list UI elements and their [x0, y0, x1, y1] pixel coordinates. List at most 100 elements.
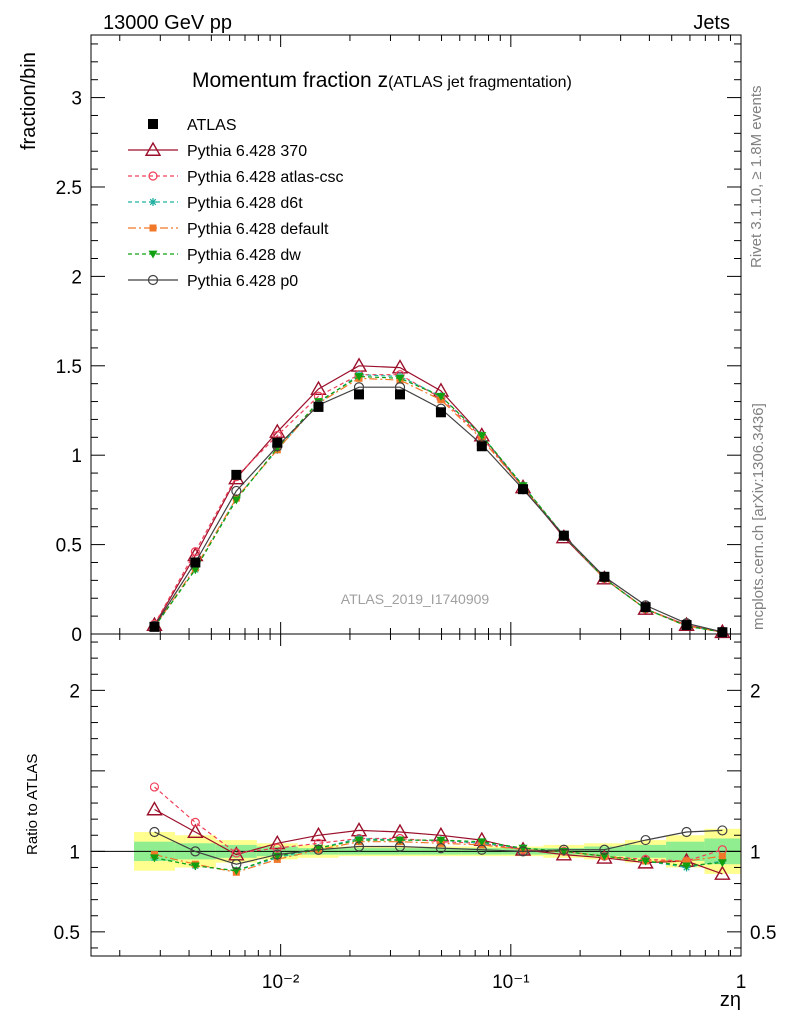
mcplots-label: mcplots.cern.ch [arXiv:1306.3436] — [750, 403, 767, 630]
top-series-point — [269, 423, 286, 438]
legend-marker — [148, 119, 158, 129]
chart-title-main: Momentum fraction z — [192, 69, 388, 92]
ratio-series-point — [231, 859, 242, 870]
ratio-series-point — [714, 865, 731, 880]
ratio-series-point — [518, 844, 528, 853]
atlas-data-point — [354, 389, 365, 400]
ratio-series-point — [272, 849, 283, 860]
y-tick-label-ratio: 1 — [69, 842, 80, 863]
ratio-series-point — [681, 826, 692, 838]
y-tick-label-ratio-right: 2 — [750, 681, 761, 702]
top-series-point — [354, 373, 364, 382]
x-axis-label: zη — [720, 989, 741, 1011]
ratio-series-point — [395, 836, 405, 845]
y-tick-label-ratio: 0.5 — [54, 923, 80, 944]
ratio-series-point — [477, 838, 487, 847]
y-tick-label-top: 2 — [71, 267, 82, 288]
atlas-data-point — [435, 407, 446, 418]
legend-item: ATLAS — [148, 117, 237, 134]
legend-label: Pythia 6.428 370 — [187, 143, 307, 160]
top-series-point — [477, 432, 487, 441]
top-series-point — [190, 547, 200, 557]
x-tick-label: 10⁻¹ — [492, 972, 530, 993]
y-tick-label-top: 0 — [71, 625, 82, 646]
atlas-data-point — [717, 627, 728, 638]
atlas-data-point — [190, 557, 201, 568]
legend-marker — [144, 141, 162, 156]
ratio-series-point — [187, 823, 204, 838]
header-right: Jets — [693, 12, 730, 34]
legend-item: Pythia 6.428 p0 — [128, 273, 298, 290]
ratio-series-point — [310, 826, 327, 842]
ratio-series-point — [231, 848, 241, 858]
ratio-series-point — [640, 834, 651, 846]
ratio-series-point — [190, 846, 201, 857]
top-series-atlas — [149, 389, 728, 638]
ratio-series-point — [269, 834, 286, 850]
rivet-label: Rivet 3.1.10, ≥ 1.8M events — [748, 86, 765, 269]
ratio-series-point — [717, 859, 727, 868]
ratio-series-point — [436, 836, 446, 845]
ratio-series-point — [149, 854, 159, 863]
legend-label: Pythia 6.428 d6t — [187, 195, 303, 212]
legend-label: Pythia 6.428 dw — [187, 247, 301, 264]
y-axis-label-top: fraction/bin — [18, 52, 40, 150]
y-tick-label-top: 3 — [71, 89, 82, 110]
ratio-series-point — [641, 857, 651, 866]
ratio-series-point — [682, 862, 692, 871]
ratio-series-point — [313, 844, 323, 853]
y-axis-label-ratio: Ratio to ATLAS — [24, 754, 41, 855]
legend: ATLAS Pythia 6.428 370 Pythia 6.428 atlas-… — [128, 117, 344, 290]
atlas-data-point — [231, 469, 242, 480]
atlas-data-point — [394, 389, 405, 400]
legend-label: Pythia 6.428 atlas-csc — [187, 169, 344, 186]
atlas-data-point — [518, 484, 529, 495]
legend-marker — [149, 224, 157, 232]
ratio-series-point — [353, 841, 365, 852]
legend-marker — [147, 274, 159, 286]
y-tick-label-top: 0.5 — [56, 536, 82, 557]
chart-title-sub: (ATLAS jet fragmentation) — [388, 74, 572, 91]
legend-marker — [148, 250, 158, 259]
legend-item: Pythia 6.428 dw — [128, 247, 301, 264]
ratio-series-point — [717, 825, 728, 836]
atlas-data-point — [272, 437, 283, 448]
ratio-series-point — [190, 817, 200, 827]
atlas-data-point — [313, 401, 324, 412]
ratio-series-point — [190, 862, 200, 871]
analysis-label: ATLAS_2019_I1740909 — [341, 591, 490, 607]
ratio-series-point — [272, 843, 282, 853]
ratio-series-point — [231, 867, 241, 876]
ratio-series-point — [718, 852, 726, 860]
ratio-series-point — [476, 844, 487, 855]
top-series-point — [436, 392, 446, 401]
ratio-series-point — [149, 782, 160, 792]
ratio-series-pythia-6-428-p0 — [149, 825, 728, 870]
top-series-point — [310, 380, 327, 395]
atlas-data-point — [558, 530, 569, 541]
legend-item: Pythia 6.428 atlas-csc — [128, 169, 344, 186]
ratio-series-point — [599, 844, 610, 855]
header-left: 13000 GeV pp — [103, 12, 232, 34]
ratio-series-point — [146, 801, 163, 816]
y-tick-label-top: 1 — [71, 446, 82, 467]
atlas-data-point — [476, 441, 487, 452]
ratio-series-point — [435, 843, 447, 854]
atlas-data-point — [599, 571, 610, 582]
top-series-point — [231, 496, 241, 505]
legend-label: ATLAS — [187, 117, 237, 134]
ratio-series-point — [717, 845, 727, 855]
ratio-series-point — [599, 852, 609, 861]
legend-label: Pythia 6.428 default — [187, 221, 329, 238]
top-series-point — [395, 374, 405, 383]
y-tick-label-top: 1.5 — [56, 357, 82, 378]
ratio-series-point — [313, 844, 324, 855]
ratio-series-line — [154, 839, 723, 872]
legend-marker — [148, 171, 158, 181]
x-tick-label: 10⁻² — [262, 972, 300, 993]
legend-item: Pythia 6.428 370 — [128, 141, 307, 160]
ratio-series-point — [394, 841, 406, 852]
ratio-series-point — [558, 844, 569, 855]
ratio-series-line — [154, 829, 723, 865]
